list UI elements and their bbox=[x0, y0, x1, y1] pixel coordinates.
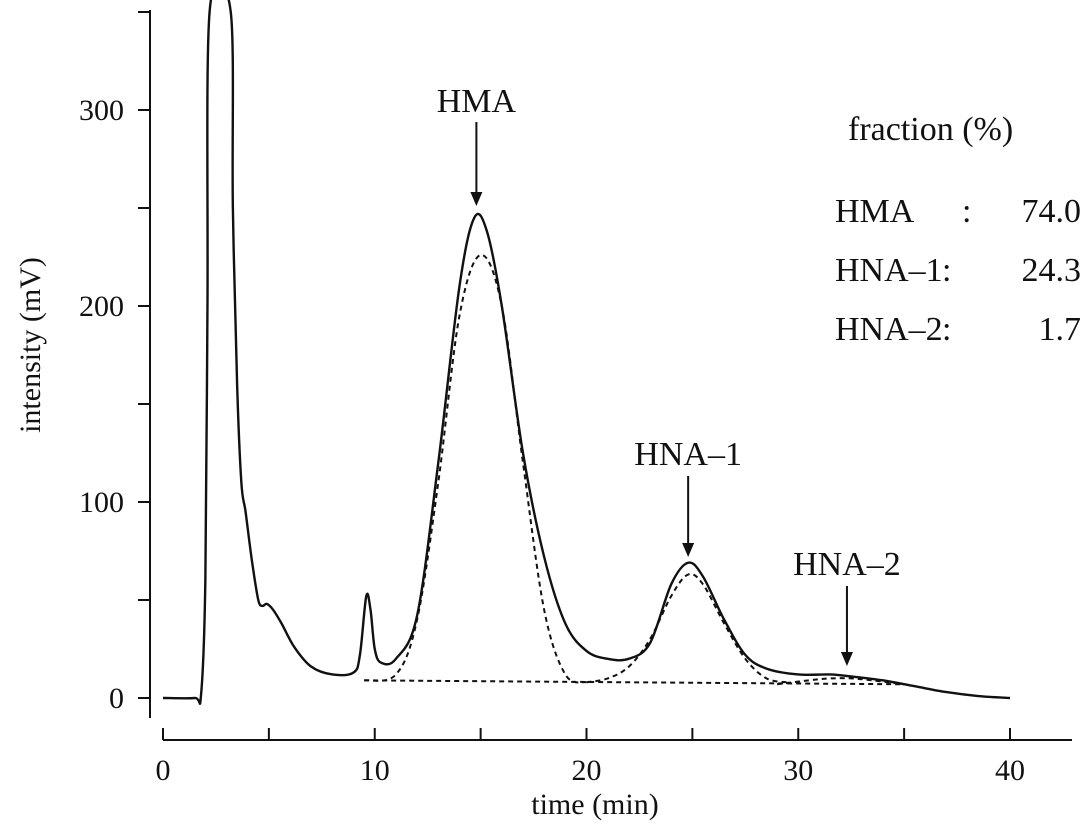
y-tick-label: 300 bbox=[79, 94, 124, 127]
x-tick-label: 10 bbox=[360, 754, 390, 787]
fraction-table-rows: HMA: 74.0 HNA–1: 24.3 HNA–2: 1.7 bbox=[835, 193, 1081, 348]
peak-annotation: HNA–2 bbox=[793, 546, 901, 666]
fraction-value: 74.0 bbox=[1022, 193, 1082, 230]
arrow-head bbox=[840, 652, 853, 666]
peak-annotation: HMA bbox=[437, 83, 517, 206]
y-tick-label: 100 bbox=[79, 486, 124, 519]
fraction-label: HMA bbox=[835, 193, 915, 230]
peak-label: HMA bbox=[437, 83, 517, 120]
dashed-fit-hna-2 bbox=[776, 677, 905, 686]
ticks bbox=[138, 11, 1011, 740]
fraction-row: HMA: 74.0 bbox=[835, 193, 1081, 230]
x-tick-label: 20 bbox=[572, 754, 602, 787]
fraction-separator: : bbox=[962, 193, 971, 230]
arrow-head bbox=[682, 543, 695, 557]
fraction-separator: : bbox=[942, 311, 951, 348]
fraction-separator: : bbox=[942, 252, 951, 289]
peak-annotations: HMA HNA–1 HNA–2 bbox=[437, 83, 901, 666]
fraction-row: HNA–1: 24.3 bbox=[835, 252, 1081, 289]
fraction-value: 1.7 bbox=[1039, 311, 1082, 348]
fraction-row: HNA–2: 1.7 bbox=[835, 311, 1081, 348]
fraction-label: HNA–2 bbox=[835, 311, 943, 348]
y-tick-label: 0 bbox=[109, 682, 124, 715]
fraction-value: 24.3 bbox=[1022, 252, 1082, 289]
peak-label: HNA–2 bbox=[793, 546, 901, 583]
tick-labels: 0 100 200 300 0 10 20 30 40 bbox=[79, 94, 1025, 787]
dashed-fit-hna-1 bbox=[586, 573, 788, 684]
arrow-head bbox=[470, 192, 483, 206]
y-tick-label: 200 bbox=[79, 290, 124, 323]
x-tick-label: 30 bbox=[783, 754, 813, 787]
fraction-label: HNA–1 bbox=[835, 252, 943, 289]
x-tick-label: 40 bbox=[995, 754, 1025, 787]
y-axis-title: intensity (mV) bbox=[14, 257, 47, 433]
chromatogram-trace bbox=[162, 0, 1011, 705]
dashed-fit-hma bbox=[363, 254, 587, 684]
peak-label: HNA–1 bbox=[634, 436, 742, 473]
x-tick-label: 0 bbox=[156, 754, 171, 787]
fraction-table: fraction (%) HMA: 74.0 HNA–1: 24.3 HNA–2: 1.7 bbox=[835, 111, 1081, 348]
curves bbox=[162, 0, 1011, 705]
x-axis-title: time (min) bbox=[531, 788, 658, 821]
fraction-table-title: fraction (%) bbox=[848, 111, 1013, 148]
peak-annotation: HNA–1 bbox=[634, 436, 742, 557]
dashed-fit-baseline bbox=[364, 679, 905, 686]
